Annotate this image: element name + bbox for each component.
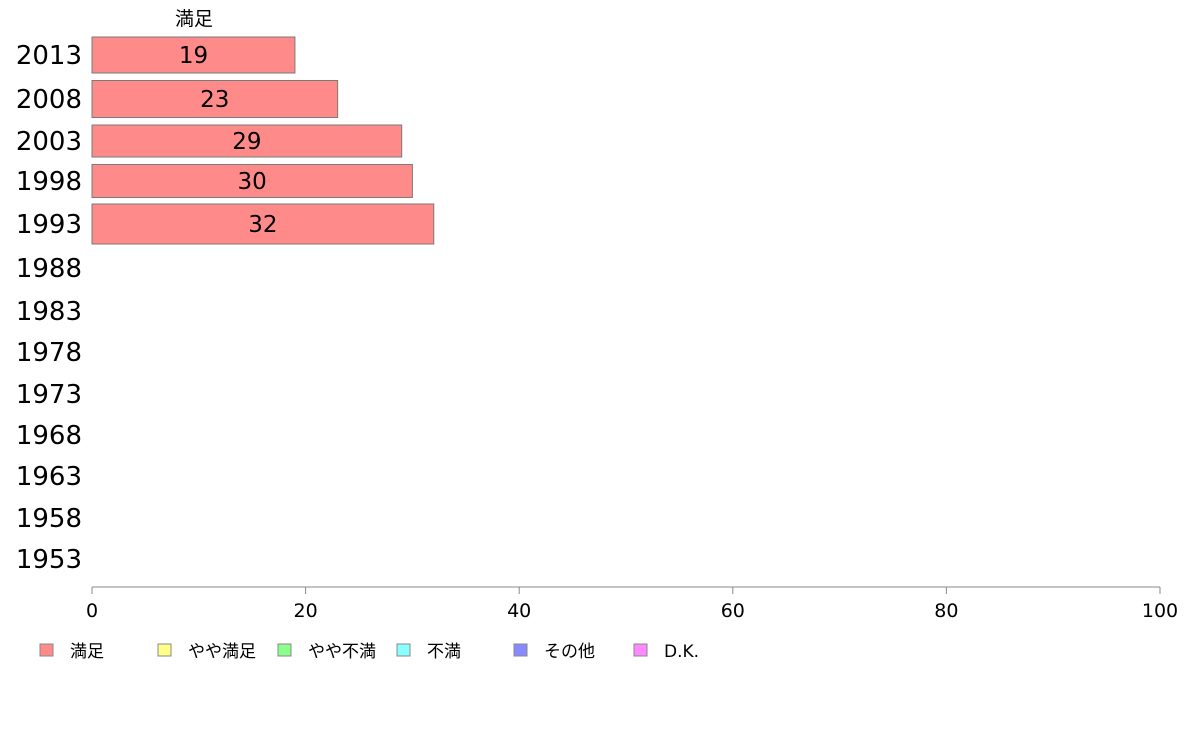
bar-2013: [91, 36, 296, 74]
year-label-1973: 1973: [16, 380, 82, 410]
bar-2003: [91, 124, 403, 158]
year-label-1968: 1968: [16, 421, 82, 451]
year-label-1998: 1998: [16, 167, 82, 197]
bar-value-label-1998: 30: [238, 169, 267, 195]
legend-swatch-6: [633, 643, 648, 657]
legend-label-1: 満足: [70, 642, 104, 662]
year-label-1983: 1983: [16, 297, 82, 327]
x-tick-label-100: 100: [1142, 600, 1178, 622]
bar-2008: [91, 80, 339, 118]
legend-label-4: 不満: [427, 642, 461, 662]
x-tick-label-60: 60: [721, 600, 745, 622]
legend-label-6: D.K.: [664, 642, 699, 662]
legend-swatch-4: [396, 643, 411, 657]
year-label-1958: 1958: [16, 504, 82, 534]
legend-swatch-3: [277, 643, 292, 657]
x-tick-label-80: 80: [934, 600, 958, 622]
bar-value-label-1993: 32: [248, 212, 277, 238]
x-axis: 0 20 40 60 80 100: [86, 586, 1178, 622]
year-label-1953: 1953: [16, 545, 82, 575]
x-tick-label-20: 20: [294, 600, 318, 622]
legend-label-2: やや満足: [188, 642, 256, 662]
bar-value-label-2013: 19: [179, 43, 208, 69]
year-labels: 2013 2008 2003 1998 1993 1988 1983 1978 1973 1968…: [16, 41, 82, 575]
legend-swatch-1: [39, 643, 54, 657]
year-label-1963: 1963: [16, 462, 82, 492]
year-label-1978: 1978: [16, 338, 82, 368]
series-title: 満足: [175, 8, 213, 30]
x-tick-label-40: 40: [507, 600, 531, 622]
legend-label-3: やや不満: [308, 642, 376, 662]
bar-1993: [91, 203, 435, 245]
year-label-2003: 2003: [16, 127, 82, 157]
legend-label-5: その他: [544, 642, 595, 662]
legend-swatch-2: [157, 643, 172, 657]
legend-swatch-5: [513, 643, 528, 657]
x-tick-label-0: 0: [86, 600, 98, 622]
bar-1998: [91, 164, 413, 198]
bar-value-label-2008: 23: [200, 87, 229, 113]
bar-value-label-2003: 29: [232, 129, 261, 155]
year-label-2008: 2008: [16, 85, 82, 115]
year-label-2013: 2013: [16, 41, 82, 71]
year-label-1988: 1988: [16, 254, 82, 284]
legend: 満足 やや満足 やや不満 不満 その他 D.K.: [39, 642, 699, 662]
year-label-1993: 1993: [16, 210, 82, 240]
